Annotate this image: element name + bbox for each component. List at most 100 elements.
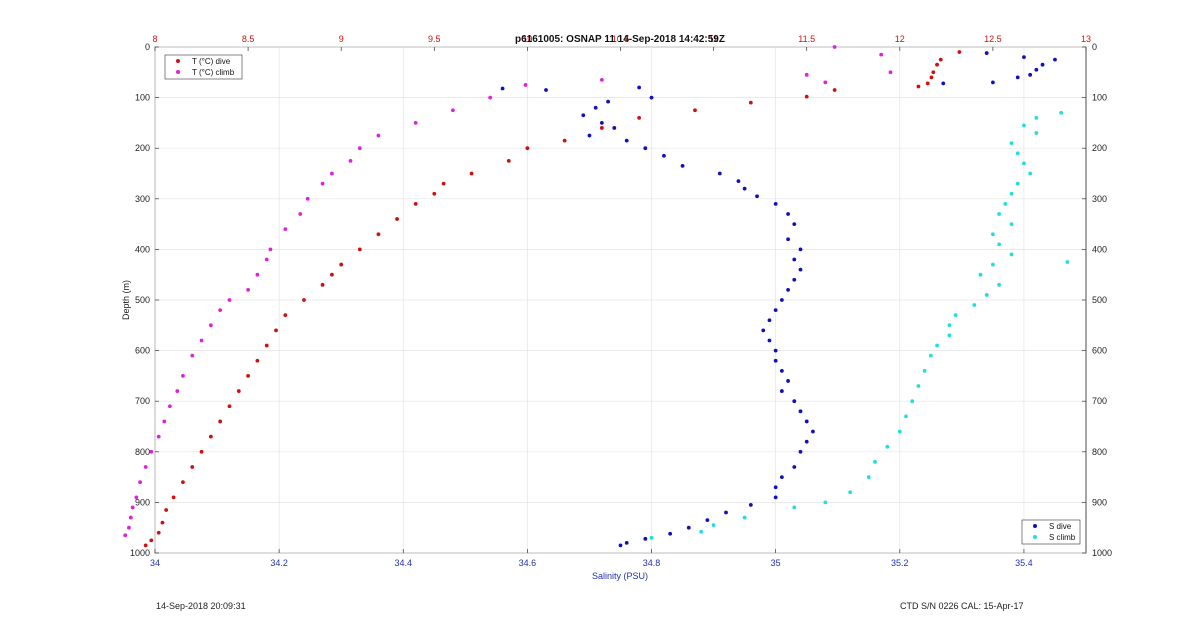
data-point bbox=[804, 439, 809, 444]
x-tick-label-bottom: 34 bbox=[150, 558, 160, 568]
y-tick-label-right: 700 bbox=[1092, 396, 1107, 406]
y-tick-label-right: 100 bbox=[1092, 93, 1107, 103]
data-point bbox=[227, 298, 232, 302]
data-point bbox=[138, 480, 143, 485]
data-point bbox=[199, 449, 204, 454]
data-point bbox=[848, 490, 853, 495]
data-point bbox=[1022, 123, 1026, 128]
y-tick-label-right: 300 bbox=[1092, 194, 1107, 204]
data-point bbox=[274, 328, 278, 333]
data-point bbox=[171, 495, 176, 500]
data-point bbox=[662, 153, 666, 158]
data-point bbox=[1053, 57, 1057, 62]
data-point bbox=[593, 105, 598, 110]
data-point bbox=[488, 95, 493, 100]
data-point bbox=[302, 298, 306, 302]
y-tick-label-left: 1000 bbox=[130, 548, 150, 558]
data-point bbox=[910, 399, 915, 404]
data-point bbox=[329, 171, 334, 176]
data-point bbox=[255, 272, 260, 277]
data-point bbox=[298, 212, 303, 216]
data-point bbox=[1028, 171, 1033, 176]
data-point bbox=[441, 181, 446, 186]
y-tick-label-right: 200 bbox=[1092, 143, 1107, 153]
data-point bbox=[773, 348, 778, 353]
x-tick-label-bottom: 35 bbox=[771, 558, 781, 568]
data-point bbox=[649, 95, 654, 100]
data-point bbox=[190, 353, 195, 358]
data-point bbox=[792, 399, 797, 404]
x-tick-label-bottom: 35.4 bbox=[1015, 558, 1033, 568]
axes: 34 34.2 34.4 34.6 34.8 35 35.2 35.4 8 8.5 9 9.5 10 10… bbox=[121, 34, 1112, 581]
data-point bbox=[1028, 72, 1033, 77]
data-point bbox=[190, 465, 195, 469]
data-point bbox=[1015, 181, 1020, 186]
data-point bbox=[181, 480, 185, 485]
y-tick-label-left: 600 bbox=[135, 346, 150, 356]
data-point bbox=[320, 282, 325, 287]
data-point bbox=[130, 505, 135, 510]
y-tick-label-right: 600 bbox=[1092, 346, 1107, 356]
data-point bbox=[929, 75, 934, 80]
legend-temperature-label: T (°C) climb bbox=[192, 68, 235, 77]
data-point bbox=[724, 510, 728, 515]
legend-temperature-label: T (°C) dive bbox=[192, 57, 231, 66]
data-point bbox=[997, 242, 1002, 247]
data-point bbox=[931, 70, 936, 75]
data-point bbox=[149, 449, 154, 454]
grid bbox=[154, 46, 1086, 554]
y-tick-label-left: 700 bbox=[135, 396, 150, 406]
data-point bbox=[268, 247, 273, 252]
y-tick-label-left: 100 bbox=[135, 93, 150, 103]
x-tick-label-bottom: 34.2 bbox=[270, 558, 288, 568]
data-point bbox=[199, 338, 204, 343]
legend-temperature-marker bbox=[176, 59, 180, 63]
data-point bbox=[637, 85, 642, 90]
data-point bbox=[925, 81, 930, 86]
data-point bbox=[686, 525, 691, 530]
data-point bbox=[283, 313, 288, 318]
data-point bbox=[767, 338, 772, 343]
y-tick-label-left: 200 bbox=[135, 143, 150, 153]
data-point bbox=[991, 232, 995, 237]
data-point bbox=[143, 543, 148, 548]
data-point bbox=[1034, 131, 1039, 135]
data-point bbox=[786, 379, 790, 383]
x-tick-label-bottom: 34.6 bbox=[519, 558, 537, 568]
data-point bbox=[208, 323, 213, 328]
y-axis-label: Depth (m) bbox=[121, 280, 131, 320]
data-point bbox=[339, 262, 344, 267]
data-point bbox=[804, 94, 809, 99]
data-point bbox=[208, 434, 213, 439]
data-point bbox=[680, 164, 685, 168]
data-point bbox=[823, 500, 828, 505]
x-tick-label-top: 12 bbox=[895, 34, 905, 44]
data-point bbox=[779, 298, 784, 302]
data-point bbox=[160, 520, 165, 525]
data-point bbox=[1022, 55, 1026, 60]
data-point bbox=[562, 138, 567, 143]
footer-timestamp: 14-Sep-2018 20:09:31 bbox=[156, 601, 246, 611]
x-tick-label-top: 12.5 bbox=[984, 34, 1002, 44]
data-point bbox=[711, 523, 716, 528]
data-point bbox=[1015, 75, 1020, 80]
data-point bbox=[916, 384, 921, 388]
data-point bbox=[123, 533, 128, 538]
y-tick-label-left: 800 bbox=[135, 447, 150, 457]
data-point bbox=[156, 530, 161, 535]
data-point bbox=[1034, 115, 1039, 120]
data-point bbox=[451, 108, 455, 113]
data-point bbox=[376, 232, 381, 237]
data-point bbox=[357, 146, 362, 151]
data-point bbox=[1022, 161, 1026, 166]
data-points bbox=[123, 45, 1070, 548]
data-point bbox=[748, 100, 753, 105]
data-point bbox=[991, 262, 995, 267]
data-point bbox=[156, 434, 161, 439]
data-point bbox=[888, 70, 893, 75]
data-point bbox=[255, 358, 260, 363]
data-point bbox=[997, 282, 1002, 287]
x-tick-label-top: 8 bbox=[152, 34, 157, 44]
y-tick-label-right: 400 bbox=[1092, 244, 1107, 254]
data-point bbox=[879, 52, 884, 57]
